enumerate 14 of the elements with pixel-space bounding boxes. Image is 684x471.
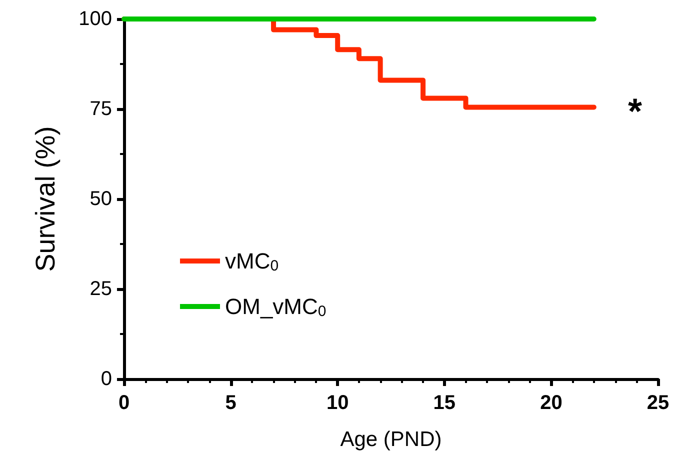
x-tick-label: 5	[225, 392, 236, 414]
annotation: *	[628, 90, 642, 132]
x-tick-label: 20	[540, 392, 562, 414]
y-tick-label: 50	[90, 188, 112, 210]
y-axis-title: Survival (%)	[30, 126, 60, 272]
y-tick-label: 25	[90, 278, 112, 300]
x-tick-label: 15	[433, 392, 456, 414]
y-tick-label: 75	[90, 98, 112, 120]
y-tick-label: 0	[100, 368, 112, 390]
y-tick-label: 100	[78, 8, 112, 30]
x-tick-label: 10	[326, 392, 349, 414]
x-tick-label: 0	[118, 392, 130, 414]
x-tick-label: 25	[646, 392, 670, 414]
x-axis-title: Age (PND)	[340, 428, 442, 451]
